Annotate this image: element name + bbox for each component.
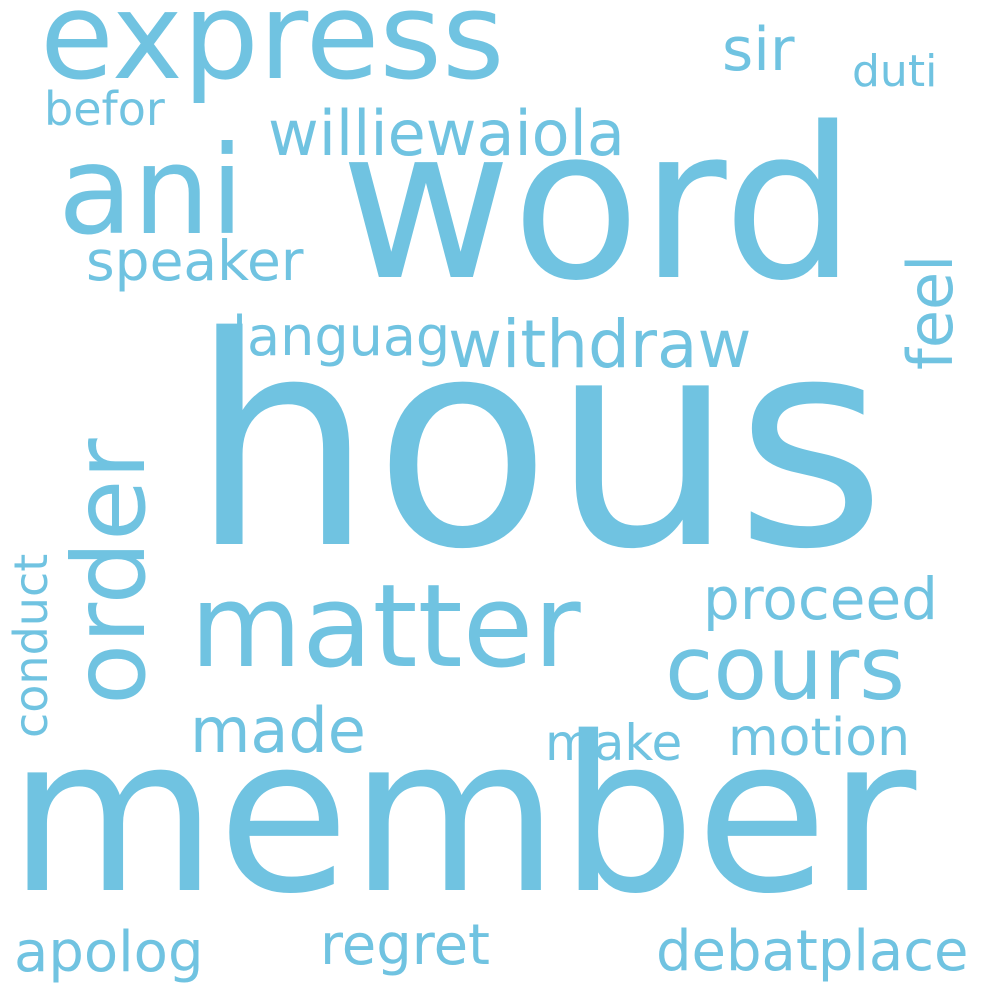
word-sir: sir — [722, 15, 795, 85]
word-cours: cours — [665, 617, 906, 720]
word-motion: motion — [728, 708, 911, 768]
word-member: member — [8, 690, 917, 941]
word-conduct: conduct — [4, 553, 58, 738]
word-hous: hous — [190, 276, 887, 613]
word-order: order — [51, 438, 168, 705]
word-speaker: speaker — [86, 229, 304, 293]
word-withdraw: withdraw — [448, 306, 752, 383]
word-languag: languag — [232, 305, 451, 368]
word-matter: matter — [190, 560, 581, 694]
word-ani: ani — [58, 120, 244, 262]
word-feel: feel — [894, 254, 967, 370]
word-apolog: apolog — [14, 920, 204, 985]
word-made: made — [190, 694, 366, 767]
word-debatplace: debatplace — [656, 919, 969, 984]
word-duti: duti — [852, 46, 938, 97]
word-word: word — [340, 82, 857, 327]
word-make: make — [545, 714, 683, 772]
word-proceed: proceed — [703, 565, 938, 633]
word-regret: regret — [320, 913, 490, 978]
word-express: express — [40, 0, 505, 107]
word-williewaiola: williewaiola — [268, 97, 625, 170]
word-befor: befor — [44, 82, 165, 136]
